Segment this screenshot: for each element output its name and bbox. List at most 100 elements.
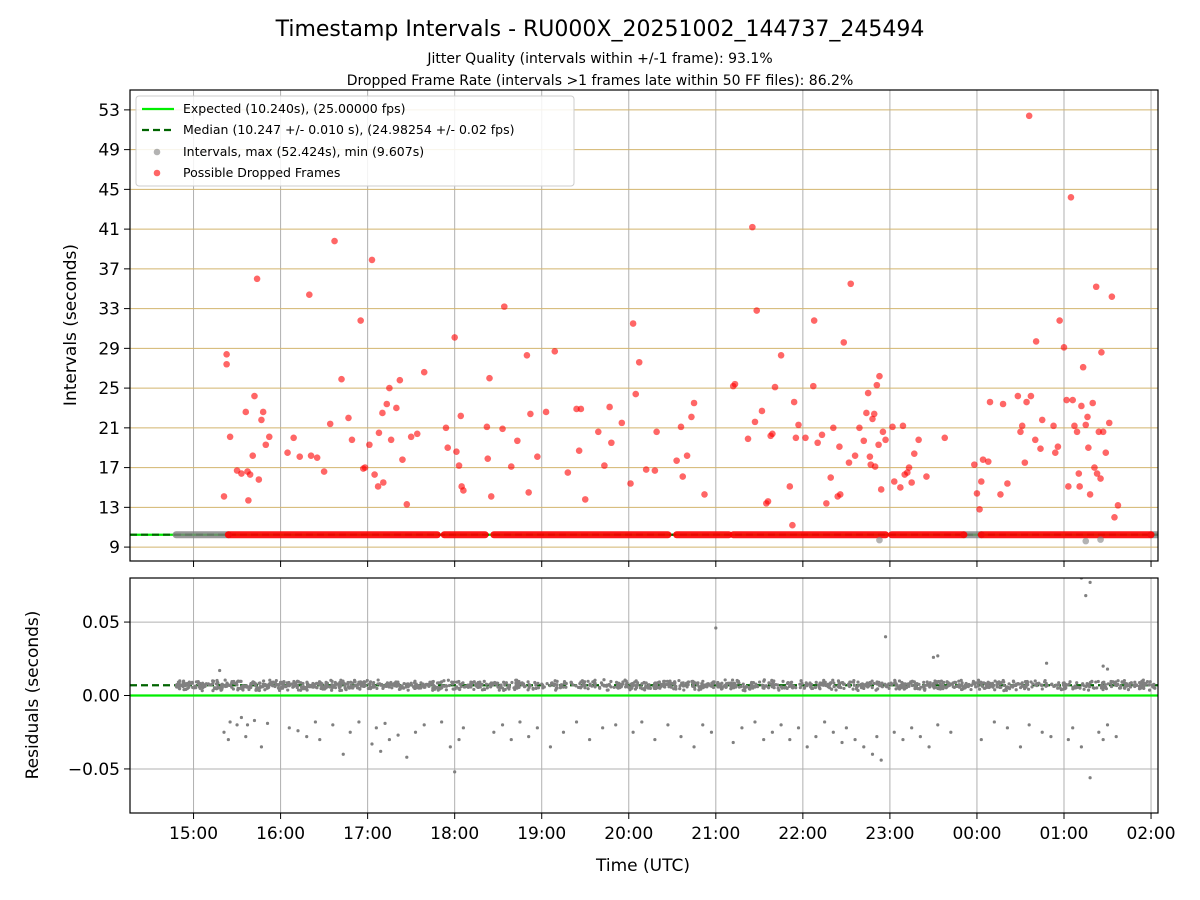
- residual-point: [969, 687, 973, 692]
- residual-point: [175, 682, 179, 687]
- residual-point: [824, 683, 828, 688]
- residual-outlier-point: [653, 737, 657, 742]
- dropped-frame-point: [379, 409, 386, 417]
- dropped-frame-point: [361, 464, 369, 471]
- intervals-ytick-label: 13: [98, 498, 120, 518]
- dropped-frame-point: [246, 471, 254, 478]
- dropped-frame-point: [814, 439, 821, 447]
- residual-point: [194, 686, 198, 690]
- residuals-y-axis-label: Residuals (seconds): [23, 611, 43, 780]
- residual-point: [527, 686, 531, 690]
- residual-point: [320, 682, 324, 686]
- dropped-frame-point: [223, 360, 230, 368]
- residual-point: [1078, 686, 1082, 690]
- dropped-frame-point: [407, 433, 415, 441]
- residual-point: [957, 679, 961, 683]
- residual-point: [971, 679, 976, 683]
- residual-point: [974, 681, 978, 685]
- residual-point: [986, 685, 991, 689]
- dropped-frame-point: [915, 436, 922, 444]
- dropped-frame-point: [870, 410, 878, 418]
- residual-point: [346, 680, 350, 685]
- residual-point: [295, 683, 299, 688]
- dropped-frame-point: [1093, 470, 1101, 477]
- residual-outlier-point: [640, 720, 644, 724]
- residual-outlier-point: [823, 720, 827, 724]
- residual-point: [685, 685, 689, 689]
- legend-intervals-label: Intervals, max (52.424s), min (9.607s): [183, 144, 424, 159]
- residual-outlier-point: [318, 737, 322, 742]
- residual-point: [925, 680, 929, 684]
- dropped-frame-point: [1017, 428, 1024, 436]
- residual-point: [428, 680, 432, 684]
- dropped-frame-point: [386, 384, 393, 392]
- dropped-frame-point: [296, 453, 304, 460]
- dropped-frame-point: [320, 468, 328, 475]
- residual-point: [932, 681, 936, 686]
- residual-outlier-point: [1071, 726, 1075, 730]
- residual-point: [561, 685, 565, 689]
- dropped-frame-point: [1050, 422, 1057, 430]
- residual-point: [842, 686, 846, 691]
- residual-point: [922, 680, 926, 684]
- legend-frame: [135, 95, 575, 187]
- dropped-frame-point: [840, 339, 848, 346]
- residual-point: [1002, 683, 1006, 688]
- residual-point: [1067, 682, 1071, 686]
- dropped-frame-point: [897, 484, 904, 491]
- dropped-frame-point: [792, 434, 800, 442]
- residual-point: [961, 687, 965, 691]
- residual-outlier-point: [239, 715, 244, 720]
- dropped-frame-point: [845, 459, 853, 466]
- dropped-frame-point: [249, 452, 257, 459]
- residual-point: [852, 683, 856, 687]
- dropped-frame-point: [864, 389, 872, 397]
- residual-outlier-point: [870, 752, 875, 756]
- dropped-frame-point: [606, 403, 613, 411]
- dropped-frame-point: [245, 497, 252, 504]
- residual-outlier-point: [1101, 737, 1105, 742]
- residual-point: [662, 679, 666, 683]
- residual-outlier-point: [1044, 661, 1049, 665]
- residual-outlier-point: [692, 745, 696, 749]
- residual-point: [860, 682, 864, 686]
- residual-point: [886, 683, 890, 687]
- residual-outlier-point: [1088, 776, 1092, 780]
- residual-point: [279, 681, 283, 685]
- residual-point: [817, 686, 822, 690]
- residual-point: [212, 679, 216, 683]
- residual-point: [387, 682, 391, 687]
- residual-point: [1019, 686, 1023, 690]
- dropped-frame-point: [1085, 444, 1092, 452]
- residual-point: [297, 680, 301, 684]
- residual-point: [983, 686, 987, 690]
- residual-point: [640, 687, 644, 691]
- residual-outlier-point: [979, 737, 983, 742]
- dropped-frame-point: [348, 436, 356, 444]
- residual-point: [1001, 678, 1005, 683]
- intervals-ytick-label: 21: [98, 419, 120, 439]
- residual-outlier-point: [413, 730, 418, 734]
- residual-point: [431, 679, 435, 684]
- residual-point: [440, 680, 444, 684]
- residual-point: [1003, 688, 1008, 692]
- residual-point: [515, 678, 519, 682]
- residual-point: [185, 687, 189, 691]
- residual-outlier-point: [666, 723, 670, 727]
- dropped-frame-point: [331, 237, 338, 245]
- residual-point: [709, 684, 713, 688]
- dropped-frame-point: [789, 521, 796, 529]
- residual-point: [274, 683, 278, 687]
- residuals-ytick-label: 0.05: [82, 613, 120, 633]
- dropped-frame-point: [577, 405, 585, 413]
- dropped-frame-point: [1021, 459, 1029, 466]
- chart-title: Timestamp Intervals - RU000X_20251002_14…: [275, 17, 925, 42]
- residual-point: [963, 683, 967, 687]
- residual-outlier-point: [383, 721, 387, 726]
- residual-outlier-point: [1084, 594, 1088, 598]
- dropped-frame-point: [632, 390, 640, 398]
- residual-point: [900, 680, 904, 685]
- residual-point: [798, 686, 802, 690]
- dropped-frame-point: [908, 479, 915, 486]
- residual-point: [686, 680, 691, 684]
